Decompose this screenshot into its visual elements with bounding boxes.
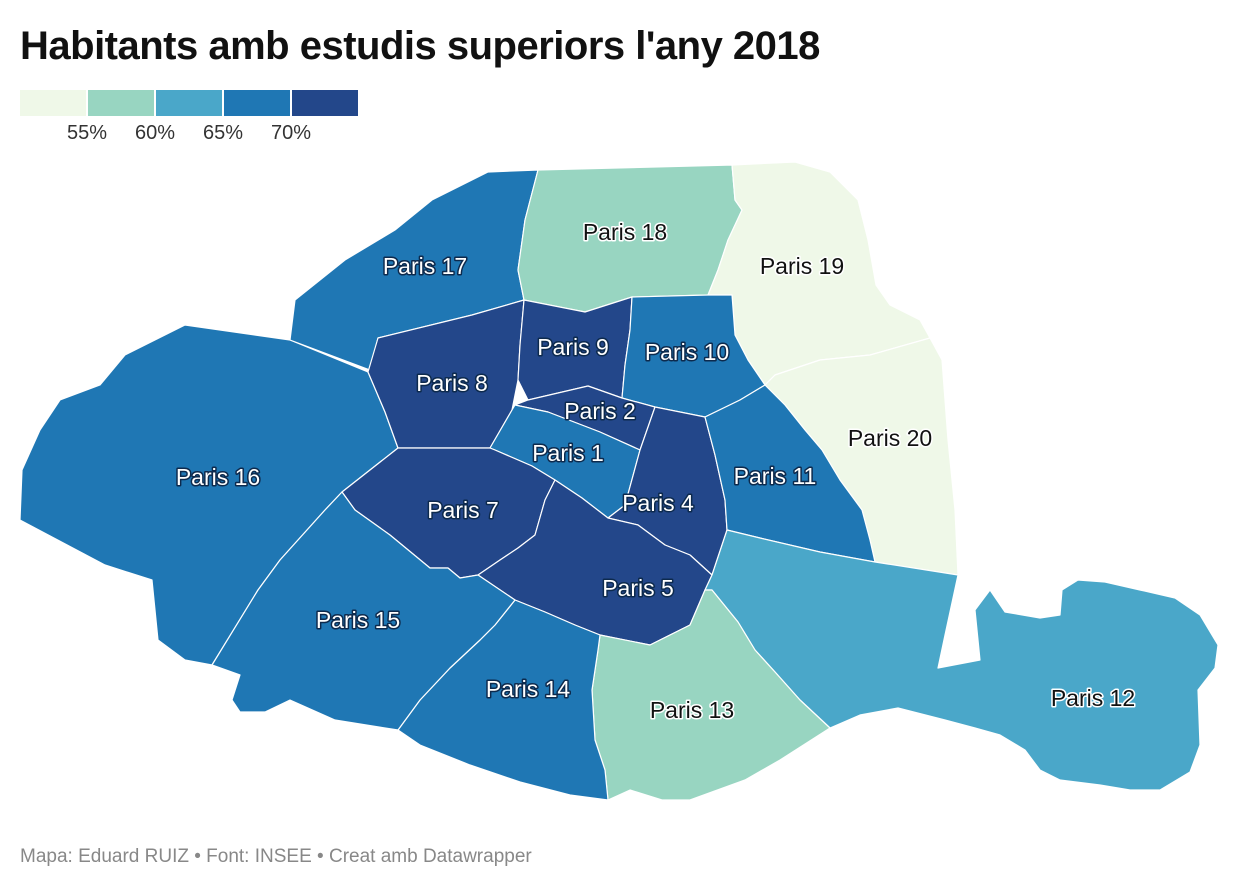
chart-title: Habitants amb estudis superiors l'any 20…: [20, 24, 820, 68]
district-label-paris-1: Paris 1: [532, 440, 604, 466]
district-label-paris-14: Paris 14: [486, 676, 571, 702]
district-label-paris-4: Paris 4: [622, 490, 694, 516]
legend-swatch-5: [292, 90, 358, 116]
legend-swatch-2: [88, 90, 154, 116]
legend-swatch-3: [156, 90, 222, 116]
district-label-paris-8: Paris 8: [416, 370, 488, 396]
district-label-paris-2: Paris 2: [564, 398, 636, 424]
legend-tick-65: 65%: [202, 122, 244, 144]
district-label-paris-5: Paris 5: [602, 575, 674, 601]
district-paris-15[interactable]: [211, 491, 516, 731]
district-label-paris-7: Paris 7: [427, 497, 499, 523]
district-label-paris-13: Paris 13: [650, 697, 734, 723]
footer-credits: Mapa: Eduard RUIZ • Font: INSEE • Creat …: [20, 846, 532, 867]
district-label-paris-12: Paris 12: [1051, 685, 1135, 711]
district-paris-11[interactable]: [704, 384, 876, 563]
district-shapes: [19, 161, 1219, 801]
legend-tick-70: 70%: [270, 122, 312, 144]
district-label-paris-19: Paris 19: [760, 253, 844, 279]
district-label-paris-17: Paris 17: [383, 253, 467, 279]
district-label-paris-20: Paris 20: [848, 425, 932, 451]
district-label-paris-9: Paris 9: [537, 334, 609, 360]
legend-tick-60: 60%: [134, 122, 176, 144]
district-label-paris-11: Paris 11: [734, 463, 817, 489]
legend-tick-55: 55%: [66, 122, 108, 144]
legend-swatch-1: [20, 90, 86, 116]
district-label-paris-10: Paris 10: [645, 339, 729, 365]
district-labels: Paris 1 Paris 2 Paris 4 Paris 5 Paris 7 Paris…: [174, 218, 1136, 725]
district-label-paris-15: Paris 15: [316, 607, 400, 633]
color-legend: 55% 60% 65% 70%: [20, 90, 360, 150]
legend-swatch-4: [224, 90, 290, 116]
district-label-paris-16: Paris 16: [176, 464, 260, 490]
district-label-paris-18: Paris 18: [583, 219, 667, 245]
